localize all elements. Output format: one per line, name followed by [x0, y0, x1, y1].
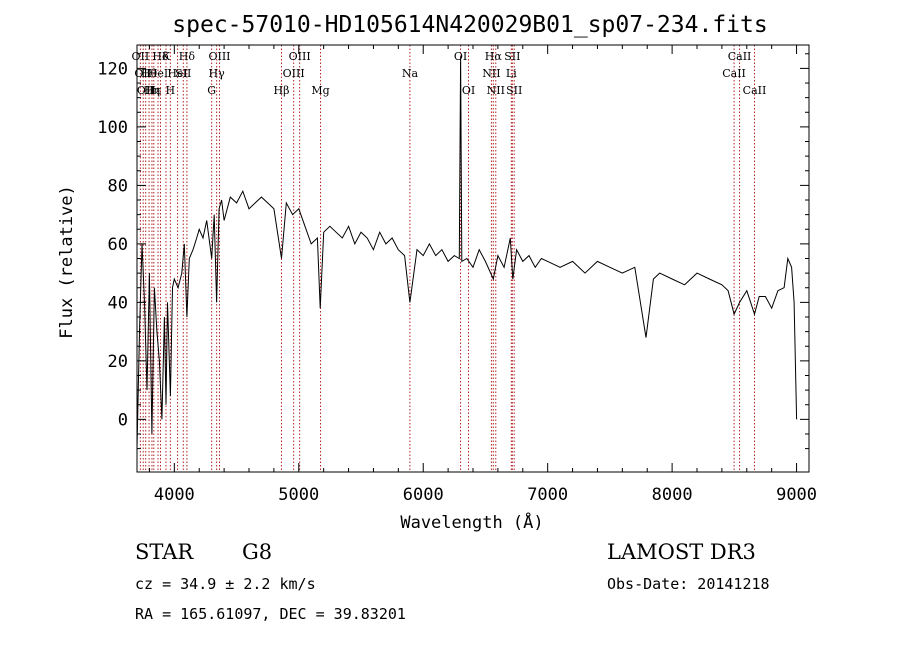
- y-tick-label: 60: [108, 235, 128, 255]
- line-marker-label: SII: [175, 67, 191, 80]
- y-tick-label: 40: [108, 293, 128, 313]
- line-marker-label: K: [162, 50, 171, 63]
- y-tick-label: 120: [97, 59, 128, 79]
- line-marker-label: CaII: [743, 84, 767, 97]
- line-marker-label: Hδ: [179, 50, 196, 63]
- line-marker-label: CaII: [722, 67, 746, 80]
- line-marker-label: OIII: [208, 50, 230, 63]
- line-marker-label: Hθ: [141, 67, 158, 80]
- line-marker-label: NII: [482, 67, 500, 80]
- class-label: STAR: [135, 540, 194, 564]
- y-axis-ticks: 0 20 40 60 80 100 120: [97, 53, 809, 450]
- line-marker-label: Hβ: [274, 84, 290, 97]
- line-marker-label: Na: [402, 67, 419, 80]
- line-marker-label: SII: [506, 84, 522, 97]
- line-marker-label: Hγ: [209, 67, 226, 80]
- line-marker-label: G: [207, 84, 216, 97]
- line-marker-label: HeI: [148, 67, 168, 80]
- line-marker-label: OII: [132, 50, 150, 63]
- line-marker-label: OIII: [283, 67, 305, 80]
- line-marker-label: SII: [504, 50, 520, 63]
- line-label-group: OIIOIIOIIHθHηHεHeIHδKHHeISIIHδGHγOIIIHβO…: [132, 50, 767, 97]
- x-tick-label: 9000: [776, 485, 817, 505]
- line-marker-label: CaII: [728, 50, 752, 63]
- x-axis-ticks: 4000 5000 6000 7000 8000 9000: [148, 45, 817, 505]
- x-axis-label: Wavelength (Å): [400, 511, 543, 533]
- y-tick-label: 0: [118, 410, 128, 430]
- plot-frame: [136, 44, 810, 473]
- subclass-label: G8: [242, 540, 272, 564]
- chart-title: spec-57010-HD105614N420029B01_sp07-234.f…: [172, 12, 767, 38]
- line-marker-label: NII: [487, 84, 505, 97]
- line-marker-label: Hε: [146, 84, 162, 97]
- y-axis-label: Flux (relative): [57, 185, 77, 339]
- redshift-label: cz = 34.9 ± 2.2 km/s: [135, 575, 316, 593]
- line-marker-group: [139, 45, 755, 472]
- line-marker-label: Hη: [144, 84, 160, 97]
- line-marker-label: H: [166, 84, 176, 97]
- x-tick-label: 5000: [278, 485, 319, 505]
- line-marker-label: Li: [506, 67, 517, 80]
- coords-label: RA = 165.61097, DEC = 39.83201: [135, 605, 406, 623]
- line-marker-label: Mg: [311, 84, 329, 97]
- y-tick-label: 100: [97, 118, 128, 138]
- x-tick-label: 4000: [154, 485, 195, 505]
- line-marker-label: Hδ: [152, 50, 169, 63]
- spectrum-line: [136, 56, 798, 449]
- line-marker-label: OI: [462, 84, 475, 97]
- x-tick-label: 7000: [527, 485, 568, 505]
- x-tick-label: 8000: [652, 485, 693, 505]
- obs-date-label: Obs-Date: 20141218: [607, 575, 770, 593]
- line-marker-label: OII: [137, 84, 155, 97]
- y-tick-label: 20: [108, 352, 128, 372]
- line-marker-label: Hα: [485, 50, 503, 63]
- line-marker-label: OIII: [289, 50, 311, 63]
- x-tick-label: 6000: [403, 485, 444, 505]
- line-marker-label: OII: [134, 67, 152, 80]
- survey-label: LAMOST DR3: [607, 540, 756, 564]
- y-tick-label: 80: [108, 176, 128, 196]
- line-marker-label: HeI: [167, 67, 187, 80]
- line-marker-label: OI: [454, 50, 467, 63]
